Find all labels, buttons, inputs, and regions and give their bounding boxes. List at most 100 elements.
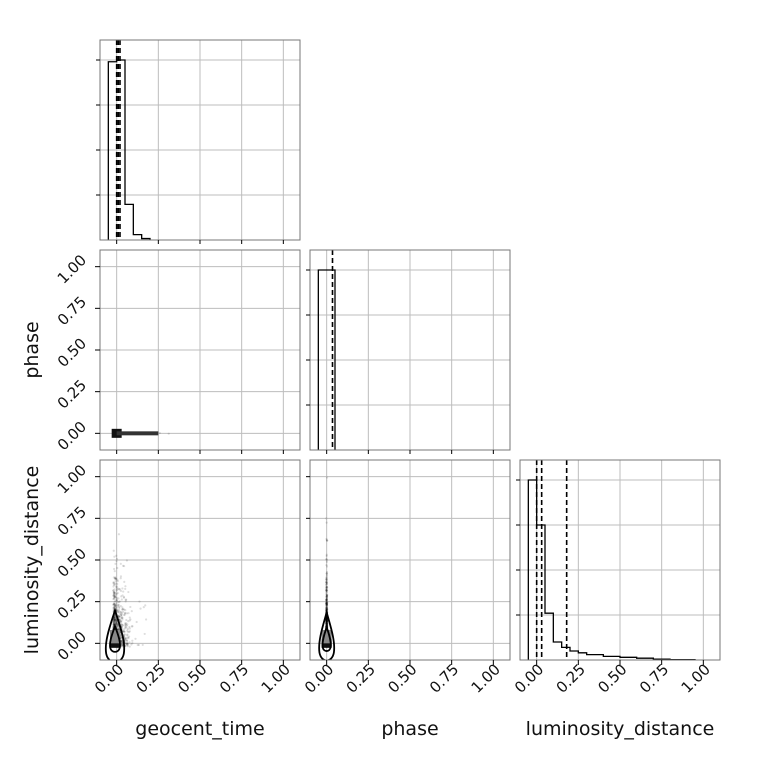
sample-point — [113, 617, 116, 620]
sample-point — [112, 583, 115, 586]
sample-point — [325, 619, 328, 623]
sample-point — [123, 637, 126, 640]
sample-point — [114, 619, 117, 622]
sample-point — [325, 598, 328, 601]
sample-point — [326, 601, 329, 604]
sample-point — [116, 601, 119, 604]
sample-point — [325, 620, 329, 623]
sample-point — [325, 607, 328, 610]
sample-point — [120, 615, 123, 618]
sample-point — [325, 618, 328, 621]
sample-point — [325, 570, 329, 574]
sample-point — [115, 622, 118, 625]
tick-label-x: 0.50 — [174, 660, 210, 696]
sample-point — [112, 581, 115, 585]
sample-point — [121, 587, 124, 590]
sample-point — [115, 589, 118, 592]
tick-label-x: 0.25 — [553, 660, 589, 696]
sample-point — [118, 612, 122, 616]
sample-point — [325, 619, 329, 623]
sample-point — [325, 619, 328, 622]
sample-point — [325, 581, 328, 585]
sample-point — [129, 618, 132, 621]
sample-point — [112, 581, 115, 584]
sample-point — [325, 617, 328, 621]
sample-point — [325, 589, 328, 592]
sample-point — [120, 639, 123, 643]
sample-point — [115, 599, 118, 602]
sample-point — [325, 620, 328, 623]
sample-point — [124, 587, 127, 590]
sample-point — [325, 604, 328, 607]
sample-point — [114, 582, 117, 585]
sample-point — [325, 607, 328, 610]
tick-label-y: 1.00 — [54, 461, 90, 497]
tick-label-x: 0.25 — [343, 660, 379, 696]
sample-point — [119, 577, 122, 580]
sample-point — [141, 643, 144, 647]
sample-point — [325, 604, 328, 607]
sample-point — [325, 599, 328, 602]
sample-point — [127, 635, 131, 638]
y-axis-label-phase: phase — [21, 321, 43, 378]
sample-point — [120, 641, 123, 644]
sample-point — [121, 564, 125, 567]
sample-point — [114, 562, 117, 565]
sample-point — [325, 560, 328, 563]
sample-point — [124, 622, 127, 625]
sample-point — [121, 616, 124, 620]
sample-point — [127, 637, 130, 640]
sample-point — [126, 643, 129, 646]
sample-point — [325, 623, 328, 626]
sample-point — [125, 559, 129, 562]
sample-point — [122, 630, 125, 633]
sample-point — [114, 593, 117, 597]
sample-point — [123, 633, 126, 636]
sample-point — [325, 593, 328, 596]
sample-point — [124, 585, 127, 588]
tick-label-x: 0.00 — [301, 660, 337, 696]
sample-point — [325, 563, 328, 567]
sample-point — [325, 605, 329, 608]
sample-point — [116, 592, 119, 595]
sample-point — [116, 579, 119, 583]
sample-point — [115, 557, 119, 561]
sample-point — [325, 620, 329, 623]
sample-point — [325, 597, 328, 600]
sample-point — [121, 612, 124, 615]
sample-point — [325, 619, 328, 623]
sample-point — [126, 630, 129, 633]
sample-point — [124, 624, 127, 627]
sample-point — [119, 604, 122, 608]
sample-point — [325, 585, 329, 588]
sample-point — [325, 602, 328, 606]
sample-point — [325, 599, 328, 602]
sample-point — [325, 576, 328, 579]
sample-point — [121, 616, 124, 619]
sample-point — [113, 595, 116, 598]
sample-point — [118, 618, 121, 622]
sample-point — [128, 641, 131, 644]
sample-point — [116, 588, 119, 591]
sample-point — [325, 587, 328, 590]
contour-inner — [109, 623, 121, 653]
sample-point — [130, 625, 133, 628]
sample-point — [325, 599, 328, 602]
histogram-step-phase — [317, 269, 336, 450]
sample-point — [325, 619, 328, 622]
sample-point — [325, 578, 328, 581]
sample-point — [113, 596, 116, 599]
sample-point — [325, 595, 328, 598]
sample-point — [325, 559, 328, 562]
sample-point — [325, 598, 328, 601]
sample-point — [113, 555, 116, 558]
sample-point — [120, 639, 123, 642]
sample-point — [325, 574, 329, 577]
sample-point — [117, 600, 121, 604]
sample-point — [325, 581, 328, 584]
sample-point — [120, 595, 123, 598]
sample-point — [325, 618, 328, 621]
sample-point — [325, 618, 328, 621]
sample-point — [112, 607, 115, 610]
sample-point — [325, 587, 328, 590]
